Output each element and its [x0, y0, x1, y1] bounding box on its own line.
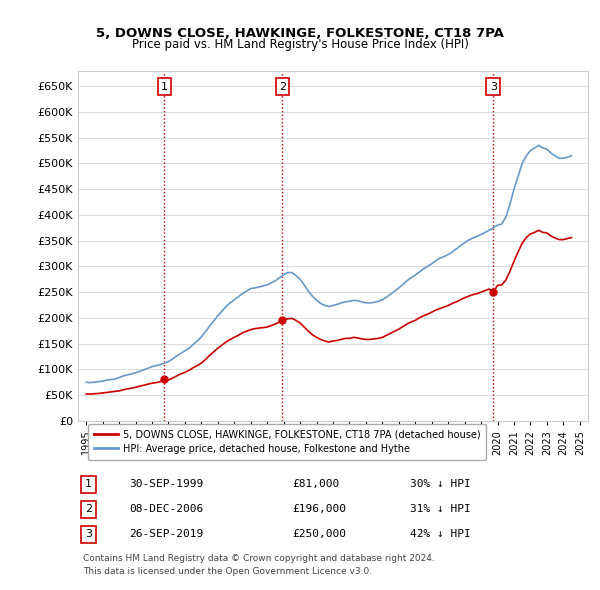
Text: 26-SEP-2019: 26-SEP-2019: [129, 529, 203, 539]
Text: Price paid vs. HM Land Registry's House Price Index (HPI): Price paid vs. HM Land Registry's House …: [131, 38, 469, 51]
Text: 3: 3: [490, 81, 497, 91]
Text: £196,000: £196,000: [292, 504, 346, 514]
Text: 30-SEP-1999: 30-SEP-1999: [129, 480, 203, 490]
Text: 3: 3: [85, 529, 92, 539]
Text: Contains HM Land Registry data © Crown copyright and database right 2024.
This d: Contains HM Land Registry data © Crown c…: [83, 555, 435, 576]
Text: 30% ↓ HPI: 30% ↓ HPI: [409, 480, 470, 490]
Text: 31% ↓ HPI: 31% ↓ HPI: [409, 504, 470, 514]
Text: £250,000: £250,000: [292, 529, 346, 539]
Text: 2: 2: [279, 81, 286, 91]
Text: 08-DEC-2006: 08-DEC-2006: [129, 504, 203, 514]
Legend: 5, DOWNS CLOSE, HAWKINGE, FOLKESTONE, CT18 7PA (detached house), HPI: Average pr: 5, DOWNS CLOSE, HAWKINGE, FOLKESTONE, CT…: [88, 424, 487, 460]
Text: 1: 1: [85, 480, 92, 490]
Text: 2: 2: [85, 504, 92, 514]
Text: 1: 1: [161, 81, 168, 91]
Text: 5, DOWNS CLOSE, HAWKINGE, FOLKESTONE, CT18 7PA: 5, DOWNS CLOSE, HAWKINGE, FOLKESTONE, CT…: [96, 27, 504, 40]
Text: 42% ↓ HPI: 42% ↓ HPI: [409, 529, 470, 539]
Text: £81,000: £81,000: [292, 480, 340, 490]
